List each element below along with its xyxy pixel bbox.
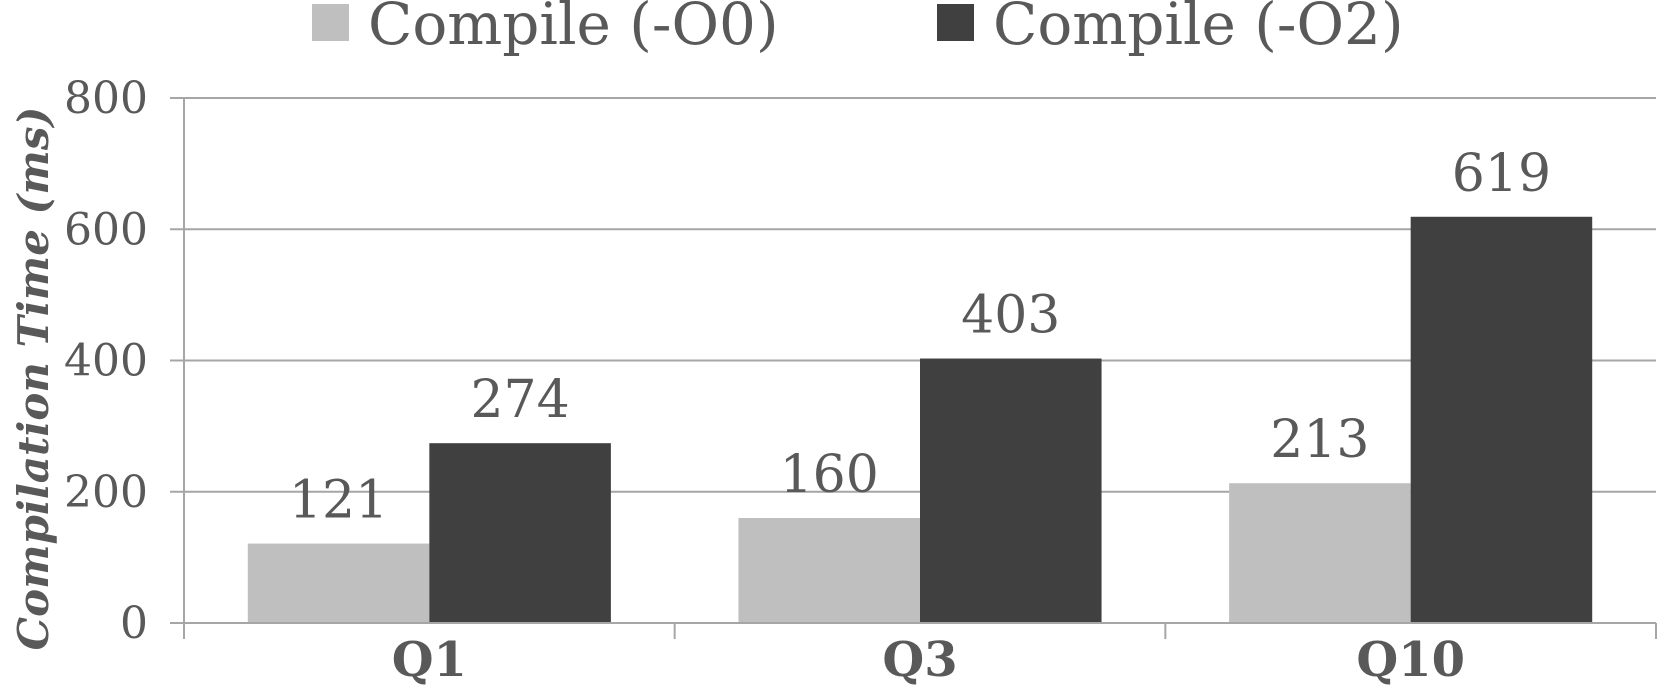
bar-q3-series-1 [738, 518, 920, 623]
bar-q1-series-2 [429, 443, 611, 623]
labels: 0 200 400 600 800 121 274 Q1 160 403 Q3 213 619 Q10 [64, 73, 1551, 688]
data-label: 619 [1452, 144, 1551, 204]
y-tick-label: 400 [64, 336, 148, 387]
y-tick-label: 800 [64, 73, 148, 124]
bar-q10-series-2 [1410, 216, 1593, 623]
y-tick-label: 0 [120, 598, 148, 649]
y-tick-label: 600 [64, 204, 148, 255]
legend: Compile (-O0) Compile (-O2) [312, 0, 1404, 58]
data-label: 121 [289, 471, 388, 531]
data-label: 274 [470, 370, 569, 430]
bars [247, 216, 1593, 623]
x-tick-label: Q3 [882, 632, 957, 688]
x-tick-label: Q10 [1356, 632, 1465, 688]
legend-entry: Compile (-O2) [993, 0, 1404, 58]
legend-swatch [937, 4, 974, 41]
legend-swatch [312, 4, 349, 41]
x-tick-label: Q1 [392, 632, 467, 688]
bar-q10-series-1 [1229, 483, 1411, 623]
data-label: 160 [780, 445, 879, 505]
bar-q1-series-1 [247, 543, 430, 623]
data-label: 213 [1270, 410, 1369, 470]
axes [170, 97, 1657, 639]
data-label: 403 [961, 286, 1060, 346]
y-tick-label: 200 [64, 467, 148, 518]
y-axis-label: Compilation Time (ms) [9, 107, 58, 651]
legend-entry: Compile (-O0) [368, 0, 779, 58]
bar-q3-series-2 [920, 358, 1102, 623]
